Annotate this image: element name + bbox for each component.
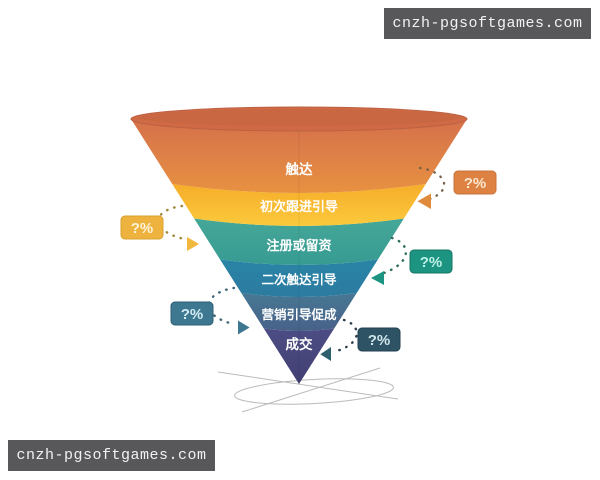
svg-text:注册或留资: 注册或留资: [266, 238, 331, 253]
svg-text:初次跟进引导: 初次跟进引导: [260, 199, 338, 214]
svg-text:?%: ?%: [131, 220, 154, 237]
svg-text:营销引导促成: 营销引导促成: [261, 307, 337, 322]
svg-text:触达: 触达: [286, 161, 313, 177]
svg-text:成交: 成交: [286, 336, 313, 352]
svg-text:?%: ?%: [420, 254, 443, 271]
svg-text:?%: ?%: [464, 175, 487, 192]
svg-text:?%: ?%: [368, 332, 391, 349]
svg-text:二次触达引导: 二次触达引导: [261, 272, 337, 287]
svg-text:?%: ?%: [181, 306, 204, 323]
